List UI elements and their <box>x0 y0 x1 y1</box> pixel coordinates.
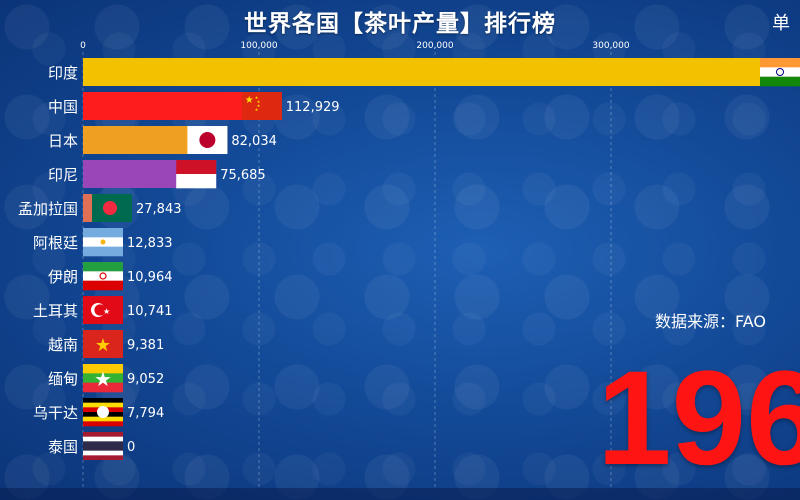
svg-text:★: ★ <box>95 335 111 356</box>
category-label: 日本 <box>48 132 78 150</box>
svg-text:★: ★ <box>257 103 261 108</box>
value-label: 9,052 <box>127 372 164 387</box>
svg-text:★: ★ <box>255 95 259 100</box>
turkey-flag-icon: ★ <box>83 296 123 324</box>
year-counter: 196 <box>597 344 800 493</box>
x-tick-label: 0 <box>80 41 86 51</box>
iran-flag-icon <box>83 262 123 291</box>
category-label: 印度 <box>48 64 78 82</box>
svg-text:★: ★ <box>103 307 110 316</box>
svg-text:★: ★ <box>94 367 112 391</box>
value-label: 0 <box>127 440 135 455</box>
category-label: 越南 <box>48 336 78 354</box>
value-label: 12,833 <box>127 236 173 251</box>
unit-label: 单 <box>772 13 790 34</box>
value-label: 27,843 <box>136 202 182 217</box>
value-label: 75,685 <box>220 168 266 183</box>
data-source-label: 数据来源：FAO <box>655 312 766 331</box>
bangladesh-flag-icon <box>92 194 133 222</box>
category-label: 缅甸 <box>48 370 78 388</box>
svg-text:★: ★ <box>245 95 254 106</box>
china-flag-icon: ★ ★★★★ <box>241 92 282 120</box>
uganda-flag-icon <box>83 398 123 427</box>
value-label: 7,794 <box>127 406 164 421</box>
category-label: 印尼 <box>48 166 78 184</box>
value-label: 112,929 <box>286 100 340 115</box>
value-label: 10,741 <box>127 304 173 319</box>
value-label: 10,964 <box>127 270 173 285</box>
japan-flag-icon <box>187 126 228 154</box>
x-tick-label: 100,000 <box>240 41 277 51</box>
indonesia-flag-icon <box>176 160 217 189</box>
svg-text:★: ★ <box>255 107 259 112</box>
timeline-bar <box>0 488 800 500</box>
category-label: 中国 <box>48 98 78 116</box>
value-label: 9,381 <box>127 338 164 353</box>
category-label: 泰国 <box>48 438 78 456</box>
chart-title: 世界各国【茶叶产量】排行榜 <box>244 11 556 37</box>
category-label: 阿根廷 <box>33 234 78 252</box>
bar <box>83 58 800 86</box>
x-tick-label: 200,000 <box>416 41 453 51</box>
svg-text:★: ★ <box>257 99 261 104</box>
myanmar-flag-icon: ★ <box>83 364 123 393</box>
vietnam-flag-icon: ★ <box>83 330 123 358</box>
category-label: 伊朗 <box>48 268 78 286</box>
value-label: 82,034 <box>231 134 276 149</box>
india-flag-icon <box>760 58 800 87</box>
argentina-flag-icon <box>83 228 123 257</box>
category-label: 乌干达 <box>33 404 78 422</box>
category-label: 土耳其 <box>33 302 78 320</box>
x-tick-label: 300,000 <box>592 41 629 51</box>
thailand-flag-icon <box>83 432 123 460</box>
category-label: 孟加拉国 <box>18 200 78 218</box>
